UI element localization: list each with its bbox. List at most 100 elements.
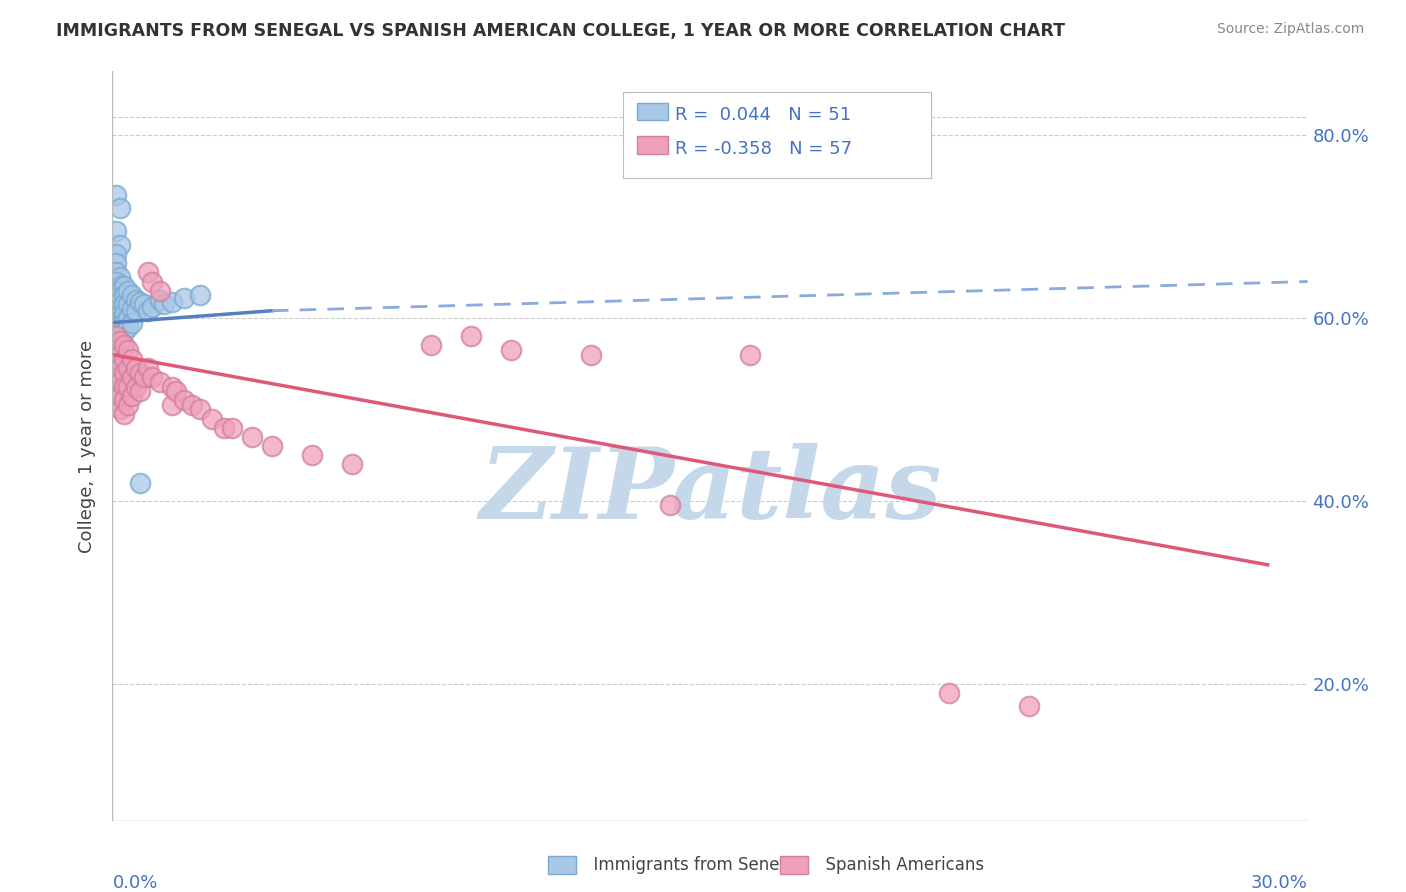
Point	[110, 361, 132, 376]
Point	[114, 297, 135, 311]
Point	[149, 293, 172, 307]
Point	[110, 306, 132, 320]
Point	[105, 224, 128, 238]
Point	[201, 411, 224, 425]
Point	[138, 361, 160, 376]
Point	[110, 313, 132, 327]
Text: Source: ZipAtlas.com: Source: ZipAtlas.com	[1216, 22, 1364, 37]
Point	[110, 301, 132, 316]
Point	[105, 275, 128, 289]
Point	[153, 297, 176, 311]
Point	[138, 265, 160, 279]
Point	[138, 303, 160, 318]
Point	[117, 311, 139, 326]
Point	[579, 348, 602, 362]
Point	[110, 402, 132, 417]
Point	[420, 338, 443, 352]
Point	[110, 327, 132, 342]
Point	[738, 348, 761, 362]
Point	[149, 375, 172, 389]
Point	[105, 303, 128, 318]
Point	[117, 398, 139, 412]
Point	[117, 343, 139, 357]
Point	[114, 352, 135, 367]
Point	[117, 284, 139, 298]
Point	[114, 306, 135, 320]
Point	[105, 357, 128, 371]
Point	[129, 475, 152, 490]
Point	[110, 389, 132, 403]
Point	[1018, 699, 1040, 714]
Point	[110, 294, 132, 309]
Text: ZIPatlas: ZIPatlas	[479, 442, 941, 539]
Point	[125, 293, 148, 307]
Point	[105, 384, 128, 399]
Point	[110, 238, 132, 252]
Point	[212, 421, 235, 435]
Point	[129, 294, 152, 309]
Point	[105, 284, 128, 298]
Point	[114, 379, 135, 393]
Point	[149, 284, 172, 298]
Text: 30.0%: 30.0%	[1251, 873, 1308, 892]
Point	[141, 370, 163, 384]
Point	[110, 375, 132, 389]
Point	[181, 398, 204, 412]
Point	[162, 379, 183, 393]
Point	[340, 457, 363, 471]
Point	[105, 320, 128, 334]
Point	[114, 393, 135, 408]
Point	[125, 303, 148, 318]
Point	[121, 389, 143, 403]
Point	[110, 279, 132, 293]
Point	[121, 352, 143, 367]
Point	[117, 320, 139, 334]
Point	[110, 322, 132, 336]
Point	[260, 439, 283, 453]
Point	[110, 348, 132, 362]
Point	[114, 325, 135, 339]
Text: IMMIGRANTS FROM SENEGAL VS SPANISH AMERICAN COLLEGE, 1 YEAR OR MORE CORRELATION : IMMIGRANTS FROM SENEGAL VS SPANISH AMERI…	[56, 22, 1066, 40]
Point	[105, 393, 128, 408]
Point	[188, 402, 211, 417]
Point	[134, 370, 156, 384]
Point	[938, 686, 960, 700]
Point	[173, 393, 195, 408]
Point	[117, 297, 139, 311]
Point	[110, 334, 132, 348]
Point	[134, 297, 156, 311]
Point	[105, 256, 128, 270]
Point	[117, 361, 139, 376]
Point	[114, 288, 135, 302]
Point	[188, 288, 211, 302]
Point	[105, 265, 128, 279]
Point	[110, 318, 132, 333]
Point	[221, 421, 243, 435]
Point	[240, 430, 263, 444]
Point	[110, 269, 132, 284]
Point	[105, 343, 128, 357]
Text: Spanish Americans: Spanish Americans	[815, 856, 984, 874]
Point	[105, 297, 128, 311]
Point	[129, 384, 152, 399]
Text: R = -0.358   N = 57: R = -0.358 N = 57	[675, 140, 852, 158]
Text: 0.0%: 0.0%	[112, 873, 157, 892]
Point	[141, 300, 163, 314]
Point	[114, 407, 135, 421]
Point	[165, 384, 187, 399]
Point	[460, 329, 482, 343]
Point	[301, 448, 323, 462]
Point	[659, 499, 682, 513]
Point	[121, 370, 143, 384]
Point	[105, 370, 128, 384]
Text: R =  0.044   N = 51: R = 0.044 N = 51	[675, 106, 851, 124]
Point	[105, 291, 128, 305]
Point	[121, 301, 143, 316]
Point	[114, 279, 135, 293]
Y-axis label: College, 1 year or more: College, 1 year or more	[77, 340, 96, 552]
Point	[114, 338, 135, 352]
Point	[110, 202, 132, 216]
Point	[141, 275, 163, 289]
Point	[173, 291, 195, 305]
Point	[162, 294, 183, 309]
